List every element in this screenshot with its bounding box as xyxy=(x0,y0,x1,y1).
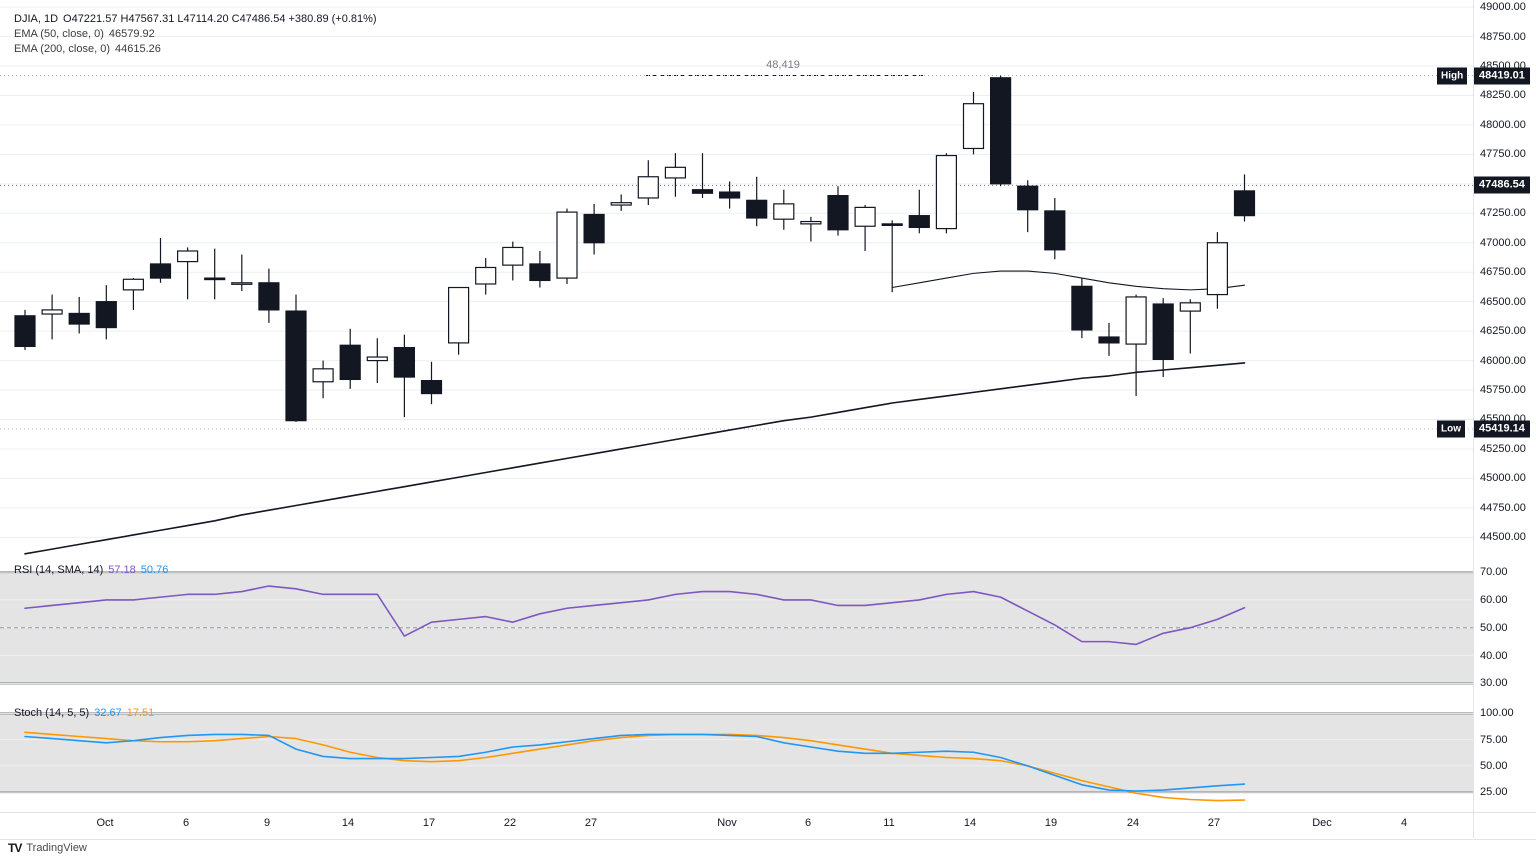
time-axis-label: 14 xyxy=(963,817,977,829)
high-price-badge[interactable]: 48419.01 xyxy=(1474,67,1530,85)
price-axis-label: 49000.00 xyxy=(1480,1,1526,14)
tradingview-mark-icon: TV xyxy=(8,841,22,855)
price-axis-label: 44500.00 xyxy=(1480,531,1526,544)
stochastic-pane[interactable] xyxy=(0,705,1473,810)
ema50-value: 46579.92 xyxy=(108,28,155,40)
price-axis-label: 45750.00 xyxy=(1480,384,1526,397)
last-price-badge[interactable]: 47486.54 xyxy=(1474,176,1530,194)
time-axis-label: Dec xyxy=(1312,817,1332,829)
time-axis-label: 27 xyxy=(1207,817,1221,829)
price-axis-label: 46750.00 xyxy=(1480,266,1526,279)
time-axis-label: Oct xyxy=(96,817,114,829)
price-axis-label: 45000.00 xyxy=(1480,472,1526,485)
stoch-k-value: 32.67 xyxy=(94,707,122,719)
stoch-d-value: 17.51 xyxy=(126,707,155,719)
stoch-axis-label: 75.00 xyxy=(1480,733,1508,746)
rsi-plot xyxy=(0,571,1473,685)
rsi-value: 57.18 xyxy=(108,564,136,576)
price-axis-label: 48000.00 xyxy=(1480,118,1526,131)
time-axis-label: 6 xyxy=(182,817,190,829)
time-axis-label: 14 xyxy=(341,817,355,829)
ema50-label: EMA (50, close, 0) xyxy=(14,28,104,40)
symbol-ohlc-row: DJIA, 1D O47221.57 H47567.31 L47114.20 C4… xyxy=(14,13,377,26)
price-axis-label: 47000.00 xyxy=(1480,236,1526,249)
ema50-legend-row[interactable]: EMA (50, close, 0) 46579.92 xyxy=(14,28,377,41)
ema200-legend-row[interactable]: EMA (200, close, 0) 44615.26 xyxy=(14,43,377,56)
time-axis-label: 22 xyxy=(503,817,517,829)
price-axis-label: 47250.00 xyxy=(1480,207,1526,220)
price-axis-label: 47750.00 xyxy=(1480,148,1526,161)
rsi-axis-label: 50.00 xyxy=(1480,621,1508,634)
stoch-axis-label: 50.00 xyxy=(1480,759,1508,772)
price-axis-label: 45250.00 xyxy=(1480,442,1526,455)
rsi-sma-value: 50.76 xyxy=(140,564,169,576)
stoch-axis-label: 25.00 xyxy=(1480,786,1508,799)
low-tag-badge: Low xyxy=(1437,420,1465,438)
time-axis-label: 24 xyxy=(1126,817,1140,829)
price-axis[interactable]: 49000.00 48750.00 48500.00 48250.00 48000.00… xyxy=(1473,0,1536,812)
stoch-legend-name: Stoch (14, 5, 5) xyxy=(14,707,90,719)
time-axis-label: 17 xyxy=(422,817,436,829)
stoch-axis-label: 100.00 xyxy=(1480,707,1514,720)
price-axis-label: 44750.00 xyxy=(1480,501,1526,514)
rsi-axis-label: 60.00 xyxy=(1480,593,1508,606)
price-axis-label: 48750.00 xyxy=(1480,30,1526,43)
tradingview-logo: TV TradingView xyxy=(8,841,87,855)
symbol-title: DJIA, 1D xyxy=(14,13,59,25)
ema200-label: EMA (200, close, 0) xyxy=(14,43,110,55)
time-axis-label: 9 xyxy=(263,817,271,829)
price-axis-label: 46500.00 xyxy=(1480,295,1526,308)
time-axis-label: 19 xyxy=(1044,817,1058,829)
time-axis-label: Nov xyxy=(717,817,737,829)
price-axis-label: 46000.00 xyxy=(1480,354,1526,367)
price-chart-pane[interactable] xyxy=(0,0,1473,555)
time-axis[interactable]: Oct 6 9 14 17 22 27 Nov 6 11 14 19 24 27 Dec 4 xyxy=(0,812,1536,840)
rsi-legend-name: RSI (14, SMA, 14) xyxy=(14,564,104,576)
candlestick-plot xyxy=(0,6,1473,555)
time-axis-label: 27 xyxy=(584,817,598,829)
time-axis-label: 11 xyxy=(883,817,895,829)
rsi-pane[interactable] xyxy=(0,561,1473,700)
symbol-legend: DJIA, 1D O47221.57 H47567.31 L47114.20 C4… xyxy=(14,13,377,58)
rsi-legend[interactable]: RSI (14, SMA, 14) 57.18 50.76 xyxy=(14,564,168,577)
tradingview-name: TradingView xyxy=(26,842,87,854)
time-axis-label: 6 xyxy=(804,817,812,829)
price-axis-label: 46250.00 xyxy=(1480,325,1526,338)
time-axis-label: 4 xyxy=(1400,817,1408,829)
stochastic-plot xyxy=(0,712,1473,802)
axis-corner xyxy=(1473,812,1474,838)
ema200-value: 44615.26 xyxy=(115,43,161,55)
rsi-axis-label: 40.00 xyxy=(1480,649,1508,662)
rsi-axis-label: 30.00 xyxy=(1480,677,1508,690)
high-tag-badge: High xyxy=(1437,67,1468,85)
symbol-ohlc: O47221.57 H47567.31 L47114.20 C47486.54 … xyxy=(63,13,377,25)
low-price-badge[interactable]: 45419.14 xyxy=(1474,420,1530,438)
rsi-axis-label: 70.00 xyxy=(1480,566,1508,579)
price-axis-label: 48250.00 xyxy=(1480,89,1526,102)
high-annotation-label: 48,419 xyxy=(766,58,800,71)
stochastic-legend[interactable]: Stoch (14, 5, 5) 32.67 17.51 xyxy=(14,707,154,720)
